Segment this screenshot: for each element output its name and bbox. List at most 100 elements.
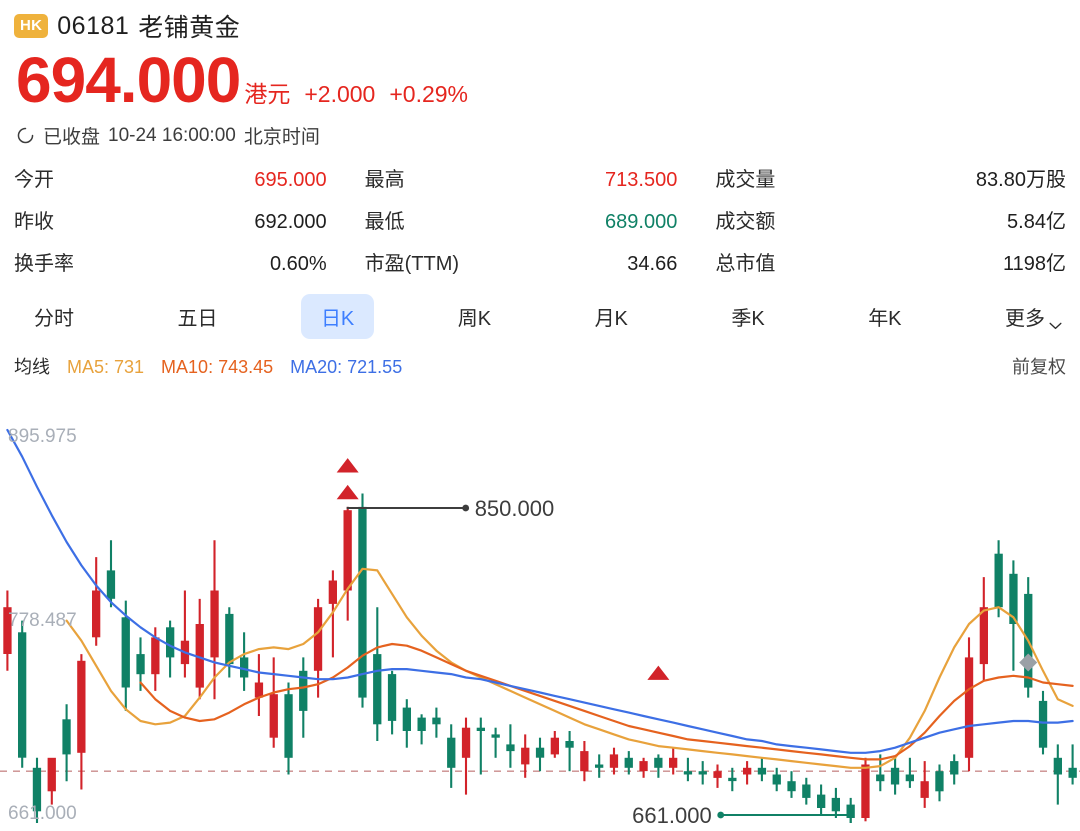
stat-value: 692.000 (254, 211, 327, 233)
candle-body (18, 632, 27, 758)
candle-body (77, 660, 86, 753)
stat-cell: 成交量 83.80万股 (715, 163, 1066, 192)
candle-body (506, 744, 515, 752)
candle-body (225, 613, 234, 665)
tab-label: 日K (320, 308, 355, 330)
ma-line-ma10 (139, 642, 1074, 761)
refresh-icon[interactable] (16, 126, 35, 145)
triangle-up-marker (336, 458, 359, 473)
candle-body (1038, 700, 1048, 748)
stat-value: 689.000 (605, 211, 678, 233)
stat-cell: 换手率 0.60% (14, 247, 365, 276)
tab-年K[interactable]: 年K (848, 294, 921, 339)
candle-body (935, 771, 944, 792)
tab-五日[interactable]: 五日 (157, 294, 237, 339)
candle-body (328, 580, 337, 604)
candle-body (106, 570, 116, 599)
symbol-name: 老铺黄金 (138, 14, 241, 42)
candle-body (698, 771, 707, 775)
candle-body (802, 784, 811, 798)
candle-body (343, 510, 352, 591)
stat-value: 695.000 (254, 169, 327, 191)
price-annotation: 661.000 (632, 803, 852, 828)
candle-body (136, 654, 145, 675)
candle-body (817, 794, 826, 808)
candle-body (210, 590, 219, 658)
candle-body (461, 727, 471, 758)
candle-group (3, 493, 1077, 823)
diamond-marker (1019, 653, 1038, 672)
ma20-legend: MA20: 721.55 (290, 357, 403, 377)
stat-value: 34.66 (627, 253, 678, 275)
stat-value: 713.500 (605, 169, 678, 191)
quote-timezone: 北京时间 (243, 127, 320, 148)
candle-body (757, 767, 767, 775)
candle-body (417, 717, 426, 731)
tab-label: 分时 (34, 308, 74, 330)
candle-body (787, 781, 796, 792)
tab-月K[interactable]: 月K (575, 294, 648, 339)
candle-body (32, 767, 42, 812)
tab-label: 月K (594, 308, 628, 330)
candle-body (979, 607, 988, 665)
candle-body (358, 506, 367, 698)
market-badge-hk: HK (14, 14, 49, 38)
stat-label: 成交量 (715, 169, 776, 191)
adjustment-toggle[interactable]: 前复权 (1012, 357, 1066, 377)
triangle-up-marker (647, 665, 670, 680)
tab-日K[interactable]: 日K (300, 294, 375, 339)
stat-cell: 今开 695.000 (14, 163, 365, 192)
candle-body (313, 607, 323, 671)
currency-label: 港元 (244, 81, 291, 107)
last-price: 694.000 (16, 44, 241, 116)
annotation-leader-line (720, 814, 852, 823)
stat-cell: 市盈(TTM) 34.66 (365, 247, 716, 276)
ma-legend-title: 均线 (14, 357, 50, 377)
stat-value: 0.60% (269, 253, 327, 275)
stat-label: 最低 (364, 211, 405, 233)
price-annotation: 850.000 (346, 496, 555, 521)
candle-body (166, 627, 175, 658)
candle-body (3, 607, 12, 654)
symbol-code: 06181 (57, 11, 130, 40)
candle-body (432, 717, 441, 725)
stat-cell: 成交额 5.84亿 (715, 205, 1066, 234)
candle-body (565, 741, 574, 748)
stat-label: 换手率 (14, 253, 74, 275)
price-row: 694.000 港元 +2.000 +0.29% (14, 48, 1066, 112)
candle-body (920, 781, 929, 798)
candlestick-chart[interactable]: 850.000 661.000 895.975 778.487 661.000 (0, 418, 1080, 831)
stat-label: 昨收 (14, 211, 54, 233)
candle-body (284, 694, 293, 758)
candle-body (299, 670, 308, 711)
stat-value: 5.84亿 (1007, 211, 1066, 233)
tab-周K[interactable]: 周K (438, 294, 511, 339)
candle-body (595, 764, 604, 768)
annotation-label: 850.000 (475, 496, 555, 521)
stat-label: 今开 (14, 169, 54, 191)
candle-body (890, 767, 900, 785)
candle-body (121, 617, 130, 688)
candle-body (669, 757, 678, 768)
candle-body (402, 707, 411, 731)
annotation-label: 661.000 (632, 803, 712, 828)
triangle-up-marker (336, 484, 359, 500)
tab-label: 更多 (1005, 308, 1045, 330)
quote-stats-grid: 今开 695.000 最高 713.500 成交量 83.80万股 昨收 692.000 最低 6… (0, 163, 1080, 276)
tab-更多[interactable]: 更多 (985, 294, 1066, 339)
candle-body (195, 624, 204, 688)
candle-body (521, 747, 530, 765)
candle-body (609, 754, 619, 768)
stat-cell: 总市值 1198亿 (715, 247, 1066, 276)
quote-header: HK 06181 老铺黄金 694.000 港元 +2.000 +0.29% 已… (0, 0, 1080, 149)
ma-line-ma20 (6, 428, 1074, 754)
tab-季K[interactable]: 季K (711, 294, 784, 339)
symbol-row: HK 06181 老铺黄金 (14, 10, 1066, 42)
chart-canvas[interactable]: 850.000 661.000 (0, 418, 1080, 831)
ma5-legend: MA5: 731 (67, 357, 145, 377)
tab-分时[interactable]: 分时 (14, 294, 94, 339)
price-change-percent: +0.29% (389, 81, 468, 107)
candle-body (772, 774, 781, 785)
stat-label: 市盈(TTM) (364, 253, 460, 275)
tab-label: 季K (731, 308, 765, 330)
